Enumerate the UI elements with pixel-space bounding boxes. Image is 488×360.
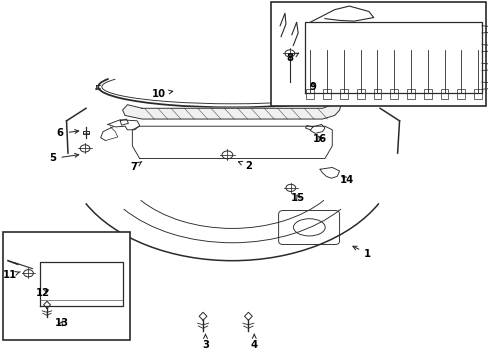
Text: 16: 16 xyxy=(313,134,327,144)
Bar xyxy=(323,89,330,99)
Bar xyxy=(271,3,485,107)
Bar xyxy=(406,89,414,99)
Text: 12: 12 xyxy=(36,288,50,298)
Bar xyxy=(82,131,89,134)
Text: 1: 1 xyxy=(352,246,370,258)
Text: 13: 13 xyxy=(54,319,68,328)
Bar xyxy=(473,89,481,99)
Text: 8: 8 xyxy=(285,53,298,63)
Text: 2: 2 xyxy=(238,161,251,171)
Text: 4: 4 xyxy=(250,334,257,350)
Bar xyxy=(339,89,347,99)
Text: 7: 7 xyxy=(130,162,142,172)
Bar xyxy=(306,89,314,99)
Bar xyxy=(423,89,431,99)
Text: 9: 9 xyxy=(309,82,316,92)
Bar xyxy=(389,89,397,99)
Text: 5: 5 xyxy=(49,153,79,163)
Text: 15: 15 xyxy=(290,193,305,203)
Bar xyxy=(456,89,464,99)
Bar xyxy=(356,89,364,99)
Text: 3: 3 xyxy=(202,334,208,350)
Polygon shape xyxy=(122,101,341,119)
Text: 11: 11 xyxy=(3,270,20,280)
Text: 10: 10 xyxy=(152,89,172,99)
Bar xyxy=(373,89,381,99)
Text: 6: 6 xyxy=(57,129,79,138)
Text: 14: 14 xyxy=(339,175,353,185)
Bar xyxy=(440,89,447,99)
Bar xyxy=(3,232,130,339)
